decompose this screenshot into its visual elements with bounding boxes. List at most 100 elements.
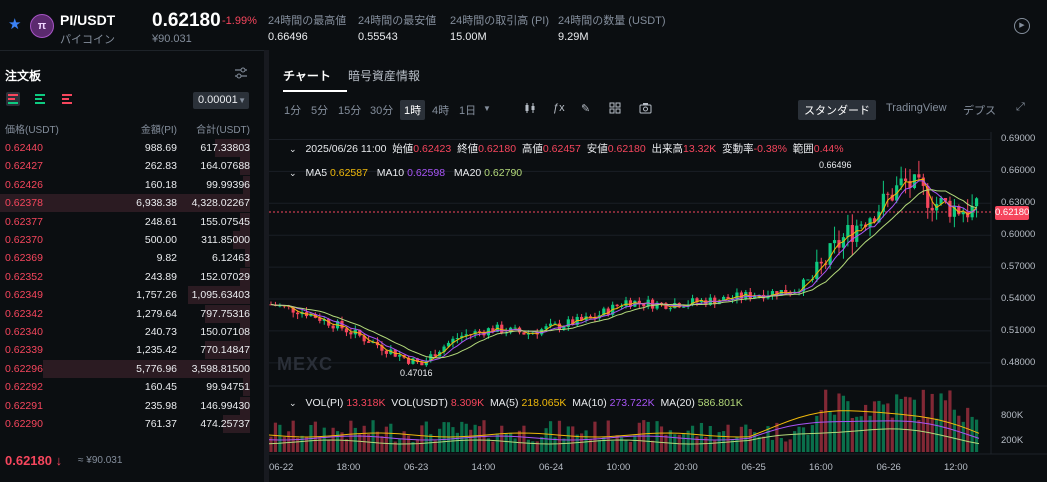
volume-bar	[327, 440, 331, 452]
orderbook-row[interactable]: 0.62427 262.83 164.07688	[0, 157, 264, 176]
current-price-tag: 0.62180	[995, 206, 1030, 220]
volume-bar	[957, 415, 961, 452]
stat-volume-pi-value: 15.00M	[450, 31, 487, 43]
x-tick-label: 18:00	[336, 462, 361, 473]
candle-body	[841, 237, 846, 248]
col-total-header: 合計(USDT)	[196, 125, 250, 136]
close-label: 終値	[457, 143, 479, 155]
pi-coin-icon: π	[30, 14, 54, 38]
view-asks-icon[interactable]	[60, 92, 74, 106]
orderbook-row[interactable]: 0.62290 761.37 474.25737	[0, 415, 264, 433]
tf-1h[interactable]: 1時	[400, 100, 426, 120]
orderbook-row[interactable]: 0.62349 1,757.26 1,095.63403	[0, 286, 264, 305]
view-tradingview[interactable]: TradingView	[886, 102, 947, 114]
volume-bar	[877, 400, 881, 452]
pair-name[interactable]: PI/USDT	[60, 12, 116, 28]
tab-chart-underline	[283, 90, 347, 92]
last-price-row: 0.62180 ↓	[5, 453, 62, 468]
row-amount: 1,235.42	[136, 344, 177, 357]
tf-1d[interactable]: 1日	[459, 105, 477, 117]
orderbook-row[interactable]: 0.62352 243.89 152.07029	[0, 267, 264, 286]
volume-bar	[371, 420, 375, 452]
tab-asset-info[interactable]: 暗号資産情報	[348, 69, 421, 83]
favorite-star-icon[interactable]: ★	[8, 16, 22, 33]
tf-15m[interactable]: 15分	[338, 105, 362, 117]
volume-bar	[846, 401, 850, 452]
settings-sliders-icon[interactable]	[234, 66, 248, 83]
row-price: 0.62290	[5, 418, 43, 430]
candle-body	[850, 224, 854, 242]
candle-body	[961, 212, 965, 215]
candle-body	[602, 308, 606, 316]
volume-bar	[815, 415, 819, 452]
volume-bar	[646, 421, 650, 452]
view-standard[interactable]: スタンダード	[798, 100, 876, 120]
candle-body	[682, 306, 686, 308]
volume-bar	[344, 439, 349, 452]
view-both-icon[interactable]	[6, 92, 20, 106]
tf-30m[interactable]: 30分	[370, 105, 394, 117]
tf-1m[interactable]: 1分	[284, 105, 302, 117]
fullscreen-icon[interactable]: ⤢	[1016, 101, 1025, 113]
candle-body	[628, 300, 633, 307]
x-tick-label: 06-25	[741, 462, 766, 473]
volume-bar	[562, 438, 566, 452]
orderbook-row[interactable]: 0.62369 9.82 6.12463	[0, 249, 264, 268]
collapse-caret-icon[interactable]: ⌄	[289, 144, 297, 154]
depth-bar	[205, 341, 250, 360]
volume-bar	[686, 430, 690, 452]
down-arrow-icon: ↓	[55, 453, 63, 468]
orderbook-row[interactable]: 0.62342 1,279.64 797.75316	[0, 304, 264, 323]
volume-bar	[926, 417, 930, 452]
orderbook-row[interactable]: 0.62377 248.61 155.07545	[0, 212, 264, 231]
vol-ma20-label: MA(20)	[660, 397, 695, 409]
orderbook-title: 注文板	[5, 69, 42, 83]
orderbook-row[interactable]: 0.62291 235.98 146.99430	[0, 396, 264, 415]
col-amount-header: 金額(PI)	[140, 125, 177, 136]
row-amount: 1,279.64	[136, 307, 177, 320]
indicator-fx-icon[interactable]: ƒx	[553, 102, 565, 114]
row-total: 155.07545	[200, 215, 250, 228]
row-price: 0.62440	[5, 142, 43, 154]
chg-label: 変動率	[722, 143, 754, 155]
tf-5m[interactable]: 5分	[311, 105, 329, 117]
candle-body	[309, 314, 313, 317]
candlestick-chart[interactable]	[269, 50, 1047, 482]
view-bids-icon[interactable]	[33, 92, 47, 106]
vol-usdt-value: 8.309K	[450, 397, 485, 409]
draw-pencil-icon[interactable]: ✎	[581, 103, 591, 115]
orderbook-row[interactable]: 0.62340 240.73 150.07108	[0, 323, 264, 341]
orderbook-row[interactable]: 0.62292 160.45 99.94751	[0, 378, 264, 397]
high-label: 高値	[521, 143, 543, 155]
row-total: 150.07108	[200, 326, 250, 338]
orderbook-row[interactable]: 0.62440 988.69 617.33803	[0, 139, 264, 157]
row-amount: 761.37	[144, 418, 177, 430]
candle-body	[615, 304, 619, 307]
play-icon[interactable]: ▶	[1014, 18, 1030, 34]
orderbook-row[interactable]: 0.62426 160.18 99.99396	[0, 175, 264, 194]
depth-bar	[232, 231, 250, 249]
orderbook-row[interactable]: 0.62296 5,776.96 3,598.81500	[0, 359, 264, 378]
candle-body	[477, 331, 482, 333]
candle-body	[917, 174, 921, 178]
view-depth[interactable]: デプス	[963, 105, 996, 117]
tab-chart[interactable]: チャート	[283, 69, 331, 83]
depth-bar	[222, 415, 250, 433]
camera-icon[interactable]	[639, 102, 652, 117]
vol-caret-icon[interactable]: ⌄	[289, 398, 297, 408]
depth-bar	[242, 378, 250, 397]
row-price: 0.62342	[5, 307, 43, 320]
candle-body	[748, 292, 752, 299]
ma-caret-icon[interactable]: ⌄	[289, 168, 297, 178]
tf-4h[interactable]: 4時	[432, 105, 450, 117]
orderbook-row[interactable]: 0.62370 500.00 311.85000	[0, 231, 264, 249]
layout-grid-icon[interactable]	[609, 102, 621, 117]
orderbook-row[interactable]: 0.62378 6,938.38 4,328.02267	[0, 194, 264, 213]
row-total: 770.14847	[200, 344, 250, 357]
precision-select[interactable]: 0.00001 ▼	[193, 92, 249, 109]
timeframe-dropdown-icon[interactable]: ▼	[483, 104, 491, 113]
candle-type-icon[interactable]	[524, 102, 536, 117]
order-book: 注文板 0.00001 ▼ 価格(USDT) 金額(PI) 合計(USDT) 0.…	[0, 55, 264, 482]
orderbook-row[interactable]: 0.62339 1,235.42 770.14847	[0, 341, 264, 360]
volume-bar	[575, 434, 579, 452]
